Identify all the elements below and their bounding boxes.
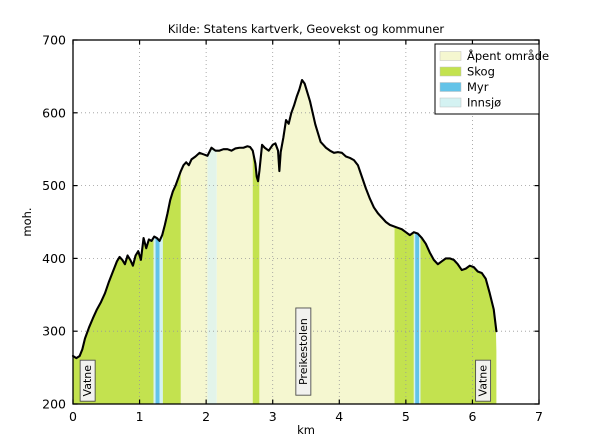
terrain-band-innsjø	[207, 148, 217, 404]
terrain-band-innsjø	[419, 235, 421, 404]
terrain-band-skog	[162, 171, 181, 404]
x-axis-label: km	[297, 423, 315, 437]
x-tick-label: 4	[335, 409, 343, 424]
legend-swatch-innsjø	[439, 97, 462, 108]
annotation-label-vatne: Vatne	[477, 365, 490, 397]
terrain-band-åpent-område	[259, 80, 395, 404]
y-tick-label: 500	[42, 178, 66, 193]
terrain-band-myr	[415, 232, 420, 404]
legend-swatch-åpent-område	[439, 51, 462, 61]
elevation-profile-line	[71, 78, 498, 360]
terrain-band-åpent-område	[180, 152, 208, 404]
x-tick-label: 1	[136, 409, 144, 424]
annotation-box	[79, 359, 96, 402]
chart-title: Kilde: Statens kartverk, Geovekst og kom…	[168, 22, 445, 36]
terrain-band-åpent-område	[216, 146, 253, 405]
annotation-box	[295, 307, 312, 396]
annotation-label-vatne: Vatne	[81, 365, 94, 397]
x-tick-label: 7	[535, 409, 543, 424]
y-tick-label: 600	[42, 105, 66, 120]
legend-swatch-skog	[439, 66, 462, 77]
legend-swatch-myr	[439, 82, 462, 92]
annotation-group: Vatne Preikestolen Vatne	[79, 307, 492, 402]
y-tick-label: 700	[42, 33, 66, 48]
x-tick-label: 3	[269, 409, 277, 424]
y-axis-label: moh.	[20, 207, 34, 236]
legend-label-skog: Skog	[467, 65, 495, 79]
x-tick-label: 5	[402, 409, 410, 424]
legend-label-innsjø: Innsjø	[467, 96, 501, 110]
annotation-box	[475, 359, 492, 402]
terrain-band-innsjø	[159, 232, 163, 404]
y-tick-label: 300	[42, 324, 66, 339]
terrain-band-skog	[394, 226, 414, 404]
terrain-band-skog	[252, 150, 260, 404]
terrain-band-innsjø	[413, 232, 416, 404]
x-tick-label: 0	[69, 409, 77, 424]
y-tick-label: 400	[42, 251, 66, 266]
x-tick-label: 6	[468, 409, 476, 424]
plot-border	[72, 39, 540, 405]
terrain-band-innsjø	[153, 236, 156, 404]
legend-label-åpent-område: Åpent område	[467, 48, 549, 63]
legend-label-myr: Myr	[467, 80, 489, 94]
x-tick-label: 2	[202, 409, 210, 424]
y-tick-label: 200	[42, 397, 66, 412]
y-axis-tick-group: 200 300 400 500 600 700	[42, 33, 539, 412]
annotation-label-preikestolen: Preikestolen	[297, 318, 310, 385]
terrain-band-myr	[155, 237, 160, 404]
